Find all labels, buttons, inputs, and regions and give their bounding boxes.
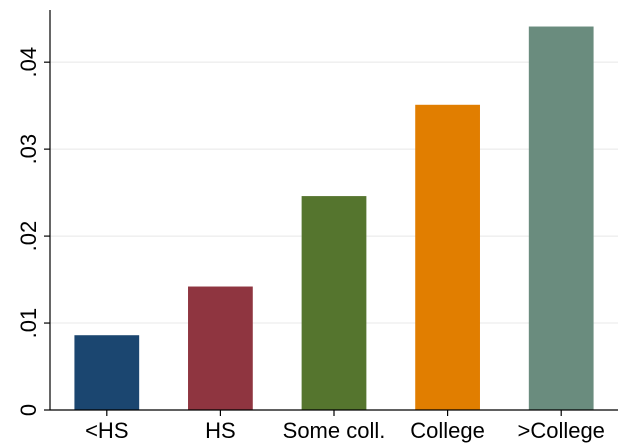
- x-axis-ticks: <HS HS Some coll. College >College: [85, 410, 605, 443]
- bar: [188, 286, 253, 410]
- x-tick-label: <HS: [85, 418, 128, 443]
- bar: [528, 26, 594, 411]
- y-tick-label: .02: [16, 221, 41, 252]
- y-tick-label: .04: [16, 47, 41, 78]
- bar: [301, 196, 367, 410]
- bars: [74, 26, 594, 411]
- bar: [415, 104, 480, 411]
- x-tick-label: Some coll.: [283, 418, 386, 443]
- y-tick-label: .03: [16, 134, 41, 165]
- y-tick-label: 0: [16, 404, 41, 416]
- x-tick-label: >College: [517, 418, 604, 443]
- x-tick-label: HS: [205, 418, 236, 443]
- bar: [74, 335, 140, 410]
- y-axis-ticks: 0 .01 .02 .03 .04: [16, 47, 50, 416]
- x-tick-label: College: [410, 418, 485, 443]
- y-tick-label: .01: [16, 308, 41, 339]
